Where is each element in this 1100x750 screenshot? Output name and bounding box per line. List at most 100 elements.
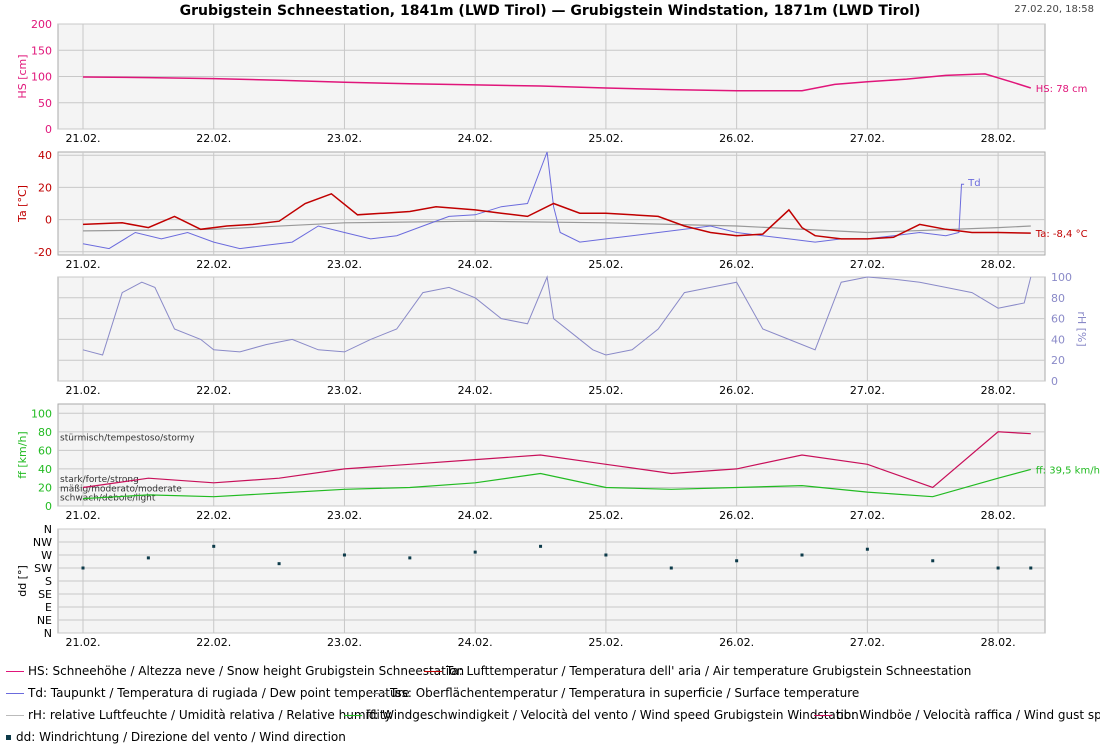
- td-annotation: Td: [967, 178, 980, 189]
- dd-point: [800, 553, 804, 557]
- ff-ylabel: ff [km/h]: [16, 431, 29, 478]
- rh-xtick-label: 22.02.: [196, 384, 231, 397]
- dd-ytick-label: SW: [34, 562, 52, 575]
- dd-xtick-label: 21.02.: [66, 636, 101, 649]
- hs-ytick-label: 100: [31, 71, 52, 84]
- dd-ytick-label: SE: [38, 588, 52, 601]
- rh-xtick-label: 26.02.: [719, 384, 754, 397]
- rh-ytick-label: 60: [1051, 313, 1065, 326]
- chart-area: 21.02. 22.02. 23.02. 24.02. 25.02. 26.02. 27.0…: [16, 18, 1100, 649]
- ff-ytick-label: 0: [45, 500, 52, 513]
- ta-xtick-label: 21.02.: [66, 258, 101, 271]
- ff-line: [82, 468, 1031, 500]
- dd-xtick-label: 26.02.: [719, 636, 754, 649]
- ff-ytick-label: 60: [38, 444, 52, 457]
- dd-ytick-label: NE: [37, 614, 52, 627]
- tss-line: [82, 220, 1031, 234]
- dd-xtick-label: 28.02.: [981, 636, 1016, 649]
- rh-ytick-label: 20: [1051, 354, 1065, 367]
- rh-xtick-label: 25.02.: [588, 384, 623, 397]
- dd-xtick-label: 24.02.: [458, 636, 493, 649]
- ff-xtick-label: 23.02.: [327, 509, 362, 522]
- legend-td-label: Td: Taupunkt / Temperatura di rugiada / …: [28, 686, 410, 700]
- ta-ytick-label: 20: [38, 181, 52, 194]
- hs-xtick-label: 24.02.: [458, 132, 493, 145]
- dd-point: [604, 553, 608, 557]
- dd-ytick-label: W: [41, 549, 52, 562]
- legend-ta: Ta: Lufttemperatur / Temperatura dell' a…: [424, 664, 971, 678]
- ff-xtick-label: 27.02.: [850, 509, 885, 522]
- rh-xtick-label: 24.02.: [458, 384, 493, 397]
- dd-point: [996, 566, 1000, 570]
- ta-xtick-label: 27.02.: [850, 258, 885, 271]
- rh-plot-bg: [57, 276, 1046, 382]
- dd-point: [212, 544, 216, 548]
- rh-line: [82, 275, 1032, 356]
- dd-point: [408, 556, 412, 560]
- ff-ytick-label: 20: [38, 481, 52, 494]
- ff-plot-bg: [57, 403, 1046, 507]
- rh-xtick-label: 23.02.: [327, 384, 362, 397]
- ff-xtick-label: 22.02.: [196, 509, 231, 522]
- rh-ytick-label: 0: [1051, 375, 1058, 388]
- rh-xtick-label: 28.02.: [981, 384, 1016, 397]
- bb-line: [82, 431, 1031, 489]
- ta-xtick-label: 26.02.: [719, 258, 754, 271]
- legend-dd-label: dd: Windrichtung / Direzione del vento /…: [16, 730, 346, 744]
- ff-xtick-label: 21.02.: [66, 509, 101, 522]
- hs-line: [82, 73, 1032, 92]
- ff-threshold-label: stürmisch/tempestoso/stormy: [60, 433, 195, 443]
- dd-xtick-label: 23.02.: [327, 636, 362, 649]
- hs-ytick-label: 50: [38, 97, 52, 110]
- rh-xtick-label: 21.02.: [66, 384, 101, 397]
- timestamp: 27.02.20, 18:58: [1014, 4, 1094, 15]
- legend-ff-label: ff: Windgeschwindigkeit / Velocità del v…: [366, 708, 859, 722]
- dd-point: [539, 544, 543, 548]
- rh-ylabel: rH [%]: [1075, 311, 1088, 346]
- ff-ytick-label: 80: [38, 426, 52, 439]
- dd-point: [277, 562, 281, 566]
- ff-xtick-label: 24.02.: [458, 509, 493, 522]
- dd-ytick-label: N: [44, 523, 52, 536]
- dd-ytick-label: S: [45, 575, 52, 588]
- dd-point: [81, 566, 85, 570]
- dd-point: [865, 547, 869, 551]
- legend-bb-label: bb: Windböe / Velocità raffica / Wind gu…: [836, 708, 1100, 722]
- rh-ytick-label: 40: [1051, 333, 1065, 346]
- hs-xtick-label: 23.02.: [327, 132, 362, 145]
- legend-bb: bb: Windböe / Velocità raffica / Wind gu…: [814, 708, 1100, 722]
- legend-td: Td: Taupunkt / Temperatura di rugiada / …: [6, 686, 410, 700]
- ta-xtick-label: 24.02.: [458, 258, 493, 271]
- hs-ytick-label: 150: [31, 44, 52, 57]
- ta-ytick-label: 0: [45, 214, 52, 227]
- hs-ytick-label: 200: [31, 18, 52, 31]
- dd-ytick-label: N: [44, 627, 52, 640]
- legend-tss-label: Tss: Oberflächentemperatur / Temperatura…: [390, 686, 860, 700]
- dd-ytick-label: NW: [33, 536, 52, 549]
- chart-title: Grubigstein Schneestation, 1841m (LWD Ti…: [179, 3, 921, 19]
- hs-xtick-label: 26.02.: [719, 132, 754, 145]
- rh-ytick-label: 80: [1051, 292, 1065, 305]
- dd-xtick-label: 25.02.: [588, 636, 623, 649]
- legend-rh-label: rH: relative Luftfeuchte / Umidità relat…: [28, 708, 392, 722]
- legend-tss: Tss: Oberflächentemperatur / Temperatura…: [368, 686, 859, 700]
- legend-dd: dd: Windrichtung / Direzione del vento /…: [0, 730, 346, 744]
- hs-xtick-label: 21.02.: [66, 132, 101, 145]
- ta-xtick-label: 23.02.: [327, 258, 362, 271]
- ta-xtick-label: 28.02.: [981, 258, 1016, 271]
- ff-ytick-label: 40: [38, 463, 52, 476]
- ta-ytick-label: 40: [38, 149, 52, 162]
- rh-ytick-label: 100: [1051, 271, 1072, 284]
- legend-hs-label: HS: Schneehöhe / Altezza neve / Snow hei…: [28, 664, 465, 678]
- legend-ff: ff: Windgeschwindigkeit / Velocità del v…: [344, 708, 859, 722]
- ta-line: [82, 192, 1031, 240]
- hs-ytick-label: 0: [45, 123, 52, 136]
- hs-xtick-label: 28.02.: [981, 132, 1016, 145]
- hs-annotation: HS: 78 cm: [1036, 84, 1088, 95]
- ff-threshold-label: mäßig/moderato/moderate: [60, 484, 182, 494]
- legend-hs: HS: Schneehöhe / Altezza neve / Snow hei…: [6, 664, 464, 678]
- ff-annotation: ff: 39,5 km/h: [1036, 465, 1100, 476]
- dd-ylabel: dd [°]: [16, 565, 29, 597]
- dd-xtick-label: 22.02.: [196, 636, 231, 649]
- ta-ytick-label: -20: [34, 246, 52, 259]
